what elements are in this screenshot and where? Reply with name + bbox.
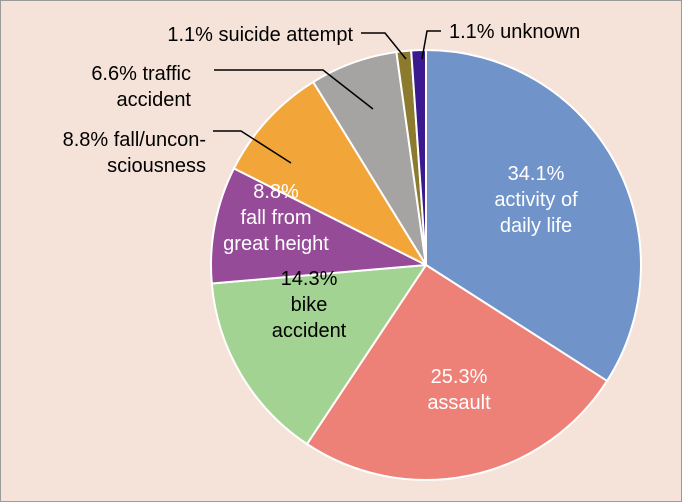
- slice-label-line: 1.1% unknown: [449, 21, 580, 43]
- leader-line-4: [213, 130, 292, 164]
- pie-slice-7: [410, 48, 427, 266]
- slice-label-line: accident: [272, 320, 347, 342]
- leader-line-7: [421, 30, 441, 60]
- slice-label-3: 8.8% fall from great height: [223, 181, 329, 255]
- slice-label-1: 25.3% assault: [427, 366, 491, 414]
- slice-label-line: daily life: [500, 215, 572, 237]
- slice-label-line: 6.6% traffic: [91, 63, 191, 85]
- pie-slice-2: [210, 264, 427, 446]
- slice-label-line: 25.3%: [431, 366, 488, 388]
- slice-label-5: 6.6% traffic accident: [91, 63, 191, 111]
- leader-line-6: [361, 32, 407, 60]
- slice-label-line: great height: [223, 233, 329, 255]
- slice-label-0: 34.1% activity of daily life: [494, 163, 578, 237]
- slice-label-line: fall from: [240, 207, 311, 229]
- slice-label-line: 14.3%: [281, 268, 338, 290]
- slice-label-line: 34.1%: [508, 163, 565, 185]
- leader-lines: [213, 30, 441, 164]
- slice-label-line: 1.1% suicide attempt: [167, 24, 353, 46]
- slice-label-line: 8.8% fall/uncon-: [63, 129, 206, 151]
- pie-slice-4: [232, 80, 427, 266]
- pie-slices: [210, 48, 642, 481]
- slice-label-line: bike: [291, 294, 328, 316]
- slice-label-4: 8.8% fall/uncon-sciousness: [63, 129, 206, 177]
- pie-slice-3: [210, 167, 427, 285]
- slice-label-line: accident: [117, 89, 192, 111]
- pie-slice-0: [425, 49, 642, 382]
- slice-label-line: 8.8%: [253, 181, 299, 203]
- slice-label-line: assault: [427, 392, 491, 414]
- slice-label-line: sciousness: [107, 155, 206, 177]
- slice-labels: 34.1% activity of daily life 25.3% assault 14…: [63, 21, 581, 414]
- leader-line-5: [214, 69, 374, 110]
- slice-label-7: 1.1% unknown: [449, 21, 580, 43]
- slice-label-6: 1.1% suicide attempt: [167, 24, 353, 46]
- slice-label-2: 14.3% bike accident: [272, 268, 347, 342]
- pie-slice-1: [305, 264, 609, 481]
- slice-label-line: activity of: [494, 189, 578, 211]
